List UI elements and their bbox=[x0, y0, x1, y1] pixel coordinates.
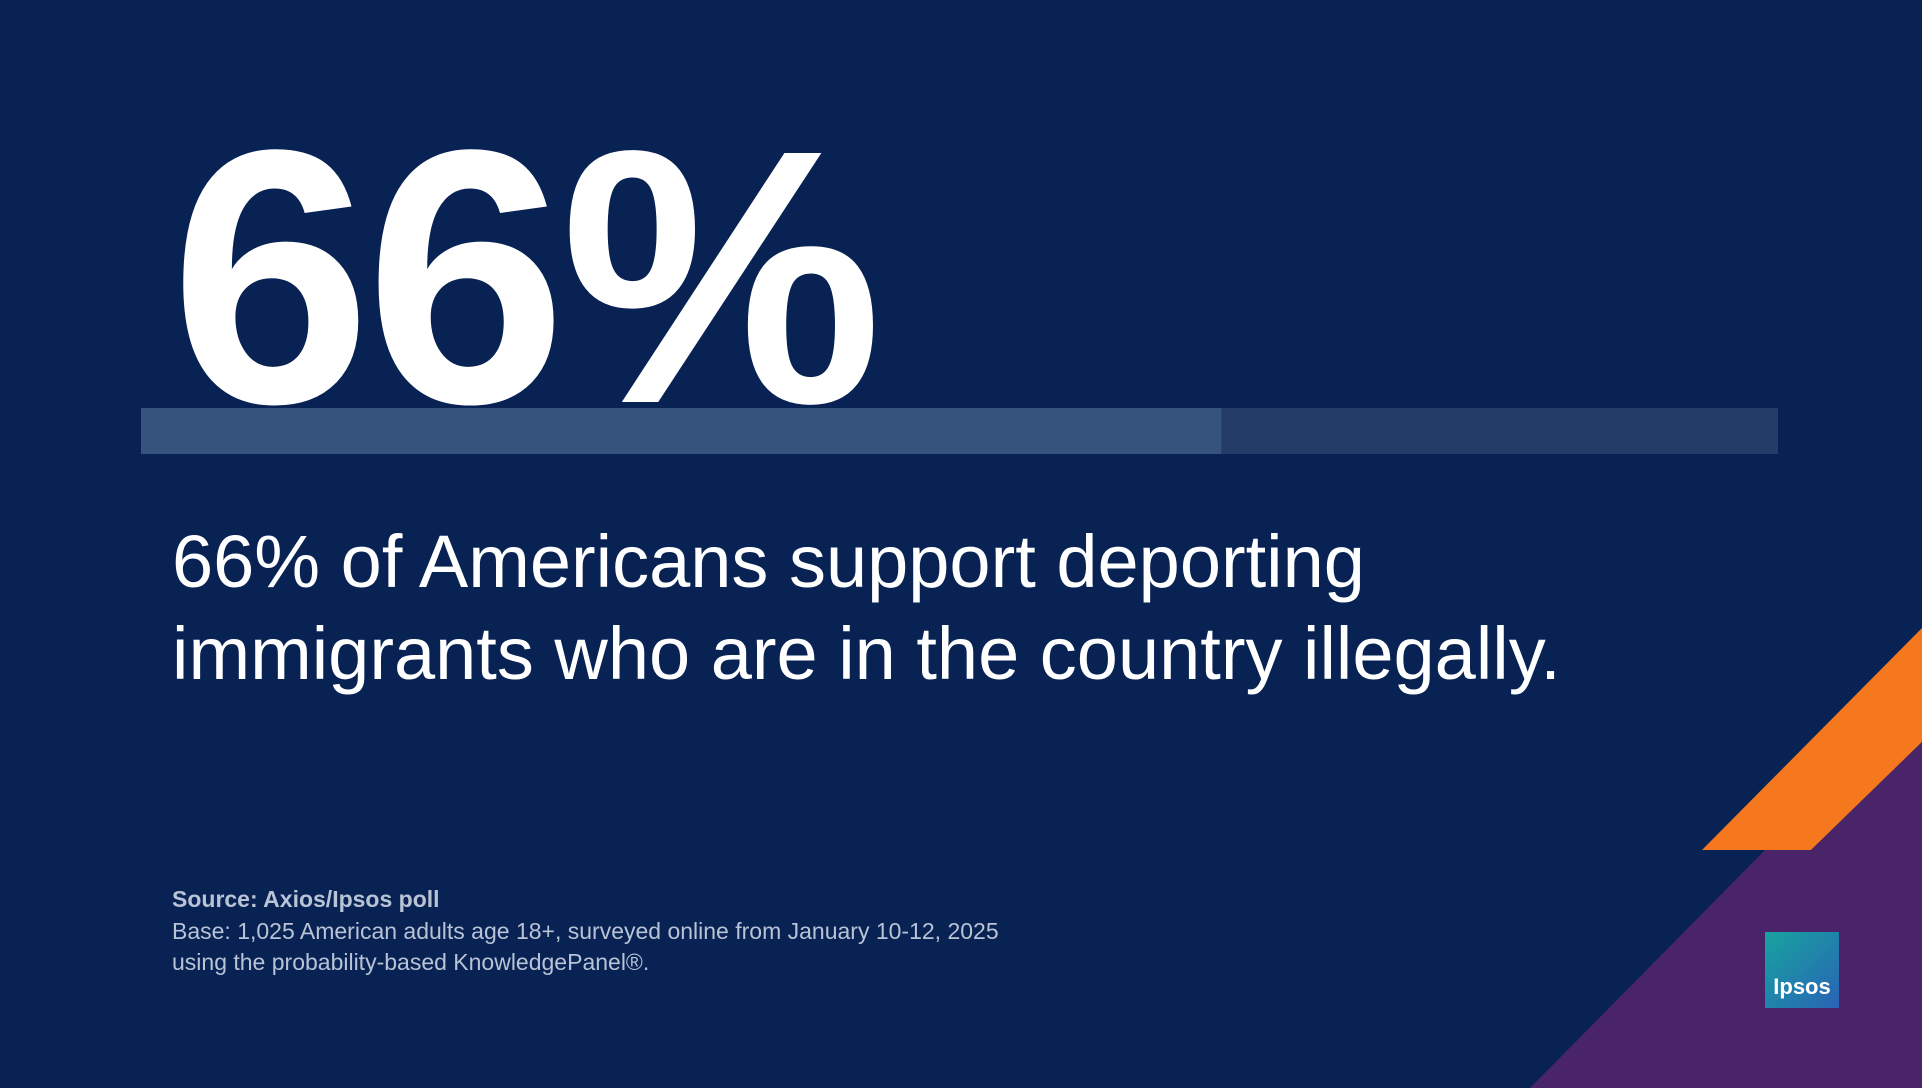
subtitle: 66% of Americans support deporting immig… bbox=[172, 520, 1561, 695]
orange-triangle bbox=[1702, 628, 1922, 850]
source: Source: Axios/Ipsos poll bbox=[172, 886, 440, 912]
big-stat: 66% bbox=[170, 74, 883, 479]
progress-fill bbox=[141, 408, 1222, 454]
logo: Ipsos bbox=[1765, 932, 1839, 1008]
note: Base: 1,025 American adults age 18+, sur… bbox=[172, 918, 999, 975]
